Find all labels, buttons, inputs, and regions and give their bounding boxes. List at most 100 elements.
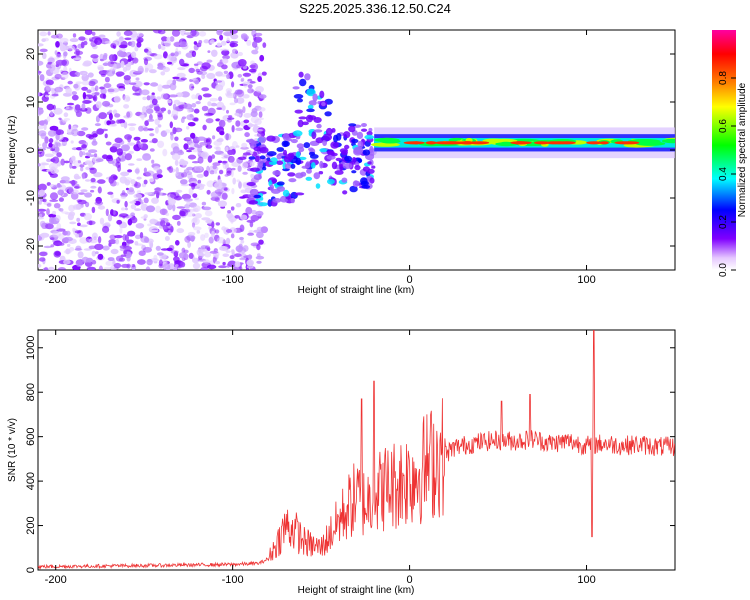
chirp-blob — [246, 182, 256, 186]
noise-blob — [126, 111, 131, 118]
noise-blob — [250, 151, 254, 155]
noise-blob — [52, 231, 62, 238]
noise-blob — [249, 81, 256, 84]
noise-blob — [247, 254, 253, 260]
noise-blob — [79, 150, 83, 158]
noise-blob — [115, 238, 120, 245]
noise-blob — [146, 108, 154, 114]
noise-blob — [127, 218, 133, 226]
carrier-hotspot — [599, 141, 609, 145]
noise-blob — [218, 96, 223, 102]
noise-blob — [198, 183, 202, 186]
noise-blob — [237, 59, 247, 67]
noise-blob — [157, 84, 163, 92]
noise-blob — [78, 36, 86, 41]
noise-blob — [70, 140, 74, 144]
noise-blob — [224, 174, 229, 177]
noise-blob — [67, 102, 75, 106]
chirp-blob — [266, 151, 277, 157]
noise-blob — [155, 245, 161, 251]
noise-blob — [203, 170, 209, 177]
noise-blob — [242, 245, 249, 252]
noise-blob — [126, 142, 136, 146]
noise-blob — [145, 170, 155, 177]
noise-blob — [237, 156, 247, 160]
noise-blob — [83, 213, 92, 221]
noise-blob — [81, 256, 90, 263]
noise-blob — [250, 60, 255, 66]
noise-blob — [134, 168, 140, 174]
snr-ylabel: SNR (10 * v/v) — [7, 418, 18, 482]
chirp-blob — [322, 139, 327, 146]
noise-blob — [177, 129, 182, 132]
noise-blob — [127, 58, 132, 62]
noise-blob — [221, 105, 226, 111]
noise-blob — [221, 192, 228, 200]
noise-blob — [251, 108, 258, 114]
noise-blob — [234, 89, 243, 95]
noise-blob — [155, 110, 164, 114]
noise-blob — [171, 30, 181, 37]
noise-blob — [47, 130, 57, 137]
noise-blob — [97, 66, 104, 71]
noise-blob — [160, 71, 166, 76]
noise-blob — [81, 86, 88, 91]
noise-blob — [121, 207, 126, 211]
noise-blob — [201, 62, 211, 70]
noise-blob — [174, 51, 179, 57]
noise-blob — [50, 237, 55, 241]
noise-blob — [146, 50, 152, 56]
colorbar-tick-label: 0.0 — [718, 263, 729, 277]
chirp-blob — [259, 196, 264, 201]
chirp-blob — [307, 104, 314, 110]
noise-blob — [129, 36, 139, 41]
noise-blob — [175, 167, 179, 174]
noise-blob — [65, 230, 71, 236]
noise-blob — [142, 96, 147, 101]
snr-xtick-label: 0 — [407, 574, 413, 586]
noise-blob — [167, 109, 171, 115]
chirp-blob — [342, 163, 353, 169]
noise-blob — [69, 38, 79, 43]
noise-blob — [116, 157, 121, 164]
chirp-blob — [361, 128, 368, 132]
spectrogram-xtick-label: -100 — [222, 274, 244, 286]
noise-blob — [53, 107, 63, 115]
noise-blob — [102, 154, 108, 159]
noise-blob — [104, 133, 108, 139]
noise-blob — [181, 116, 187, 120]
noise-blob — [254, 32, 263, 37]
noise-blob — [125, 207, 128, 211]
noise-blob — [81, 144, 88, 149]
noise-blob — [192, 193, 198, 199]
noise-blob — [174, 159, 179, 166]
spectrogram-ytick-label: 10 — [25, 96, 37, 108]
noise-blob — [85, 133, 93, 138]
noise-blob — [235, 127, 244, 131]
noise-blob — [110, 67, 116, 72]
chirp-blob — [288, 178, 297, 183]
noise-blob — [138, 250, 146, 256]
chirp-blob — [258, 202, 268, 207]
noise-blob — [55, 53, 62, 58]
noise-blob — [228, 115, 233, 118]
chirp-blob — [341, 149, 348, 156]
noise-blob — [191, 94, 197, 100]
noise-blob — [172, 204, 176, 212]
noise-blob — [234, 112, 239, 116]
noise-blob — [79, 237, 89, 244]
noise-blob — [136, 190, 142, 194]
chirp-blob — [272, 170, 281, 176]
noise-blob — [175, 189, 183, 193]
noise-blob — [206, 72, 216, 80]
carrier-hotspot — [512, 141, 530, 145]
noise-blob — [92, 96, 97, 101]
noise-blob — [222, 253, 230, 257]
noise-blob — [192, 217, 198, 223]
noise-blob — [69, 247, 75, 252]
noise-blob — [236, 179, 240, 183]
snr-xtick-label: 100 — [577, 574, 595, 586]
noise-blob — [258, 111, 263, 118]
chirp-blob — [353, 146, 364, 155]
